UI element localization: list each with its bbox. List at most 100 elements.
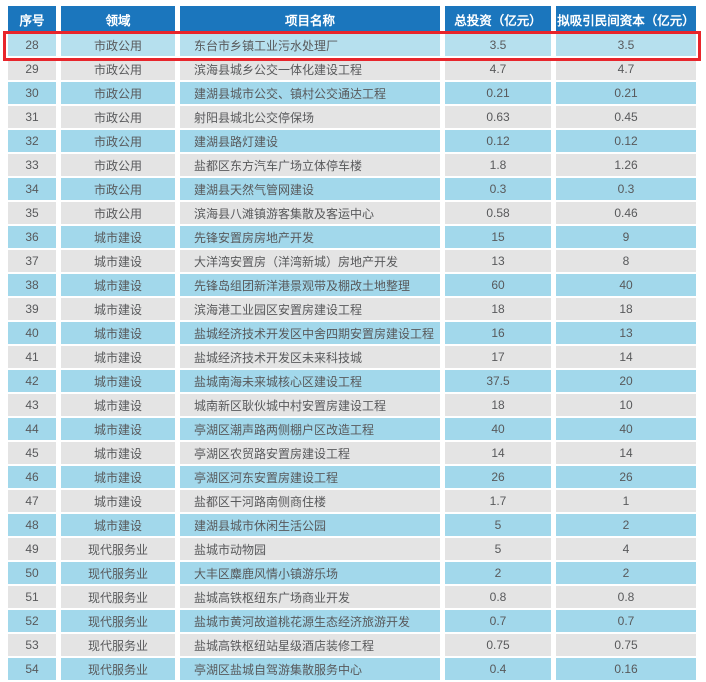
cell-investment: 60 — [445, 274, 551, 296]
table-row: 53 现代服务业 盐城高铁枢纽站星级酒店装修工程 0.75 0.75 — [8, 634, 696, 656]
cell-investment: 16 — [445, 322, 551, 344]
cell-field: 现代服务业 — [61, 538, 175, 560]
cell-project: 城南新区耿伙城中村安置房建设工程 — [180, 394, 440, 416]
table-row: 39 城市建设 滨海港工业园区安置房建设工程 18 18 — [8, 298, 696, 320]
column-header-project: 项目名称 — [180, 6, 440, 32]
cell-private-capital: 0.46 — [556, 202, 696, 224]
table-row: 46 城市建设 亭湖区河东安置房建设工程 26 26 — [8, 466, 696, 488]
cell-project: 滨海县城乡公交一体化建设工程 — [180, 58, 440, 80]
cell-field: 城市建设 — [61, 442, 175, 464]
cell-field: 城市建设 — [61, 346, 175, 368]
table-row: 52 现代服务业 盐城市黄河故道桃花源生态经济旅游开发 0.7 0.7 — [8, 610, 696, 632]
cell-field: 城市建设 — [61, 418, 175, 440]
cell-private-capital: 9 — [556, 226, 696, 248]
projects-table: 序号 领域 项目名称 总投资（亿元） 拟吸引民间资本（亿元） 28 市政公用 东台市… — [3, 4, 701, 682]
table-row: 34 市政公用 建湖县天然气管网建设 0.3 0.3 — [8, 178, 696, 200]
table-row: 32 市政公用 建湖县路灯建设 0.12 0.12 — [8, 130, 696, 152]
cell-no: 28 — [8, 34, 56, 56]
cell-private-capital: 8 — [556, 250, 696, 272]
cell-project: 建湖县城市休闲生活公园 — [180, 514, 440, 536]
table-row: 49 现代服务业 盐城市动物园 5 4 — [8, 538, 696, 560]
cell-field: 城市建设 — [61, 370, 175, 392]
cell-investment: 26 — [445, 466, 551, 488]
cell-investment: 0.3 — [445, 178, 551, 200]
cell-no: 30 — [8, 82, 56, 104]
cell-no: 51 — [8, 586, 56, 608]
cell-no: 36 — [8, 226, 56, 248]
cell-project: 盐都区干河路南侧商住楼 — [180, 490, 440, 512]
cell-investment: 40 — [445, 418, 551, 440]
cell-field: 市政公用 — [61, 34, 175, 56]
cell-field: 现代服务业 — [61, 658, 175, 680]
cell-no: 31 — [8, 106, 56, 128]
cell-project: 亭湖区农贸路安置房建设工程 — [180, 442, 440, 464]
cell-project: 大洋湾安置房（洋湾新城）房地产开发 — [180, 250, 440, 272]
table-row: 45 城市建设 亭湖区农贸路安置房建设工程 14 14 — [8, 442, 696, 464]
cell-private-capital: 14 — [556, 442, 696, 464]
cell-no: 33 — [8, 154, 56, 176]
cell-field: 市政公用 — [61, 106, 175, 128]
cell-project: 先锋岛组团新洋港景观带及棚改土地整理 — [180, 274, 440, 296]
cell-private-capital: 2 — [556, 562, 696, 584]
cell-private-capital: 0.45 — [556, 106, 696, 128]
cell-field: 城市建设 — [61, 394, 175, 416]
cell-project: 盐城市动物园 — [180, 538, 440, 560]
cell-investment: 2 — [445, 562, 551, 584]
cell-field: 市政公用 — [61, 58, 175, 80]
cell-field: 城市建设 — [61, 490, 175, 512]
cell-private-capital: 40 — [556, 274, 696, 296]
table-row: 48 城市建设 建湖县城市休闲生活公园 5 2 — [8, 514, 696, 536]
table-row: 33 市政公用 盐都区东方汽车广场立体停车楼 1.8 1.26 — [8, 154, 696, 176]
cell-project: 盐城经济技术开发区未来科技城 — [180, 346, 440, 368]
cell-investment: 0.75 — [445, 634, 551, 656]
cell-project: 滨海县八滩镇游客集散及客运中心 — [180, 202, 440, 224]
cell-no: 40 — [8, 322, 56, 344]
cell-no: 29 — [8, 58, 56, 80]
table-row: 38 城市建设 先锋岛组团新洋港景观带及棚改土地整理 60 40 — [8, 274, 696, 296]
cell-no: 43 — [8, 394, 56, 416]
cell-project: 建湖县城市公交、镇村公交通达工程 — [180, 82, 440, 104]
cell-field: 城市建设 — [61, 274, 175, 296]
cell-project: 盐城南海未来城核心区建设工程 — [180, 370, 440, 392]
cell-project: 亭湖区河东安置房建设工程 — [180, 466, 440, 488]
cell-field: 市政公用 — [61, 154, 175, 176]
cell-field: 城市建设 — [61, 226, 175, 248]
table-row: 47 城市建设 盐都区干河路南侧商住楼 1.7 1 — [8, 490, 696, 512]
cell-private-capital: 40 — [556, 418, 696, 440]
cell-no: 41 — [8, 346, 56, 368]
cell-project: 盐城高铁枢纽东广场商业开发 — [180, 586, 440, 608]
cell-private-capital: 1 — [556, 490, 696, 512]
cell-project: 盐城经济技术开发区中舍四期安置房建设工程 — [180, 322, 440, 344]
cell-field: 现代服务业 — [61, 586, 175, 608]
table-row: 37 城市建设 大洋湾安置房（洋湾新城）房地产开发 13 8 — [8, 250, 696, 272]
cell-field: 城市建设 — [61, 514, 175, 536]
cell-investment: 4.7 — [445, 58, 551, 80]
cell-investment: 1.7 — [445, 490, 551, 512]
cell-investment: 5 — [445, 514, 551, 536]
table-row: 36 城市建设 先锋安置房房地产开发 15 9 — [8, 226, 696, 248]
cell-no: 54 — [8, 658, 56, 680]
cell-private-capital: 0.8 — [556, 586, 696, 608]
cell-investment: 0.4 — [445, 658, 551, 680]
cell-investment: 0.58 — [445, 202, 551, 224]
cell-project: 滨海港工业园区安置房建设工程 — [180, 298, 440, 320]
table-header-row: 序号 领域 项目名称 总投资（亿元） 拟吸引民间资本（亿元） — [8, 6, 696, 32]
cell-no: 32 — [8, 130, 56, 152]
cell-project: 射阳县城北公交停保场 — [180, 106, 440, 128]
cell-investment: 5 — [445, 538, 551, 560]
cell-private-capital: 3.5 — [556, 34, 696, 56]
cell-no: 35 — [8, 202, 56, 224]
cell-field: 市政公用 — [61, 82, 175, 104]
cell-no: 52 — [8, 610, 56, 632]
cell-investment: 37.5 — [445, 370, 551, 392]
cell-private-capital: 10 — [556, 394, 696, 416]
cell-project: 建湖县路灯建设 — [180, 130, 440, 152]
cell-no: 50 — [8, 562, 56, 584]
cell-investment: 15 — [445, 226, 551, 248]
cell-field: 市政公用 — [61, 130, 175, 152]
cell-investment: 0.7 — [445, 610, 551, 632]
cell-field: 现代服务业 — [61, 634, 175, 656]
cell-investment: 0.63 — [445, 106, 551, 128]
cell-private-capital: 0.7 — [556, 610, 696, 632]
cell-private-capital: 0.75 — [556, 634, 696, 656]
